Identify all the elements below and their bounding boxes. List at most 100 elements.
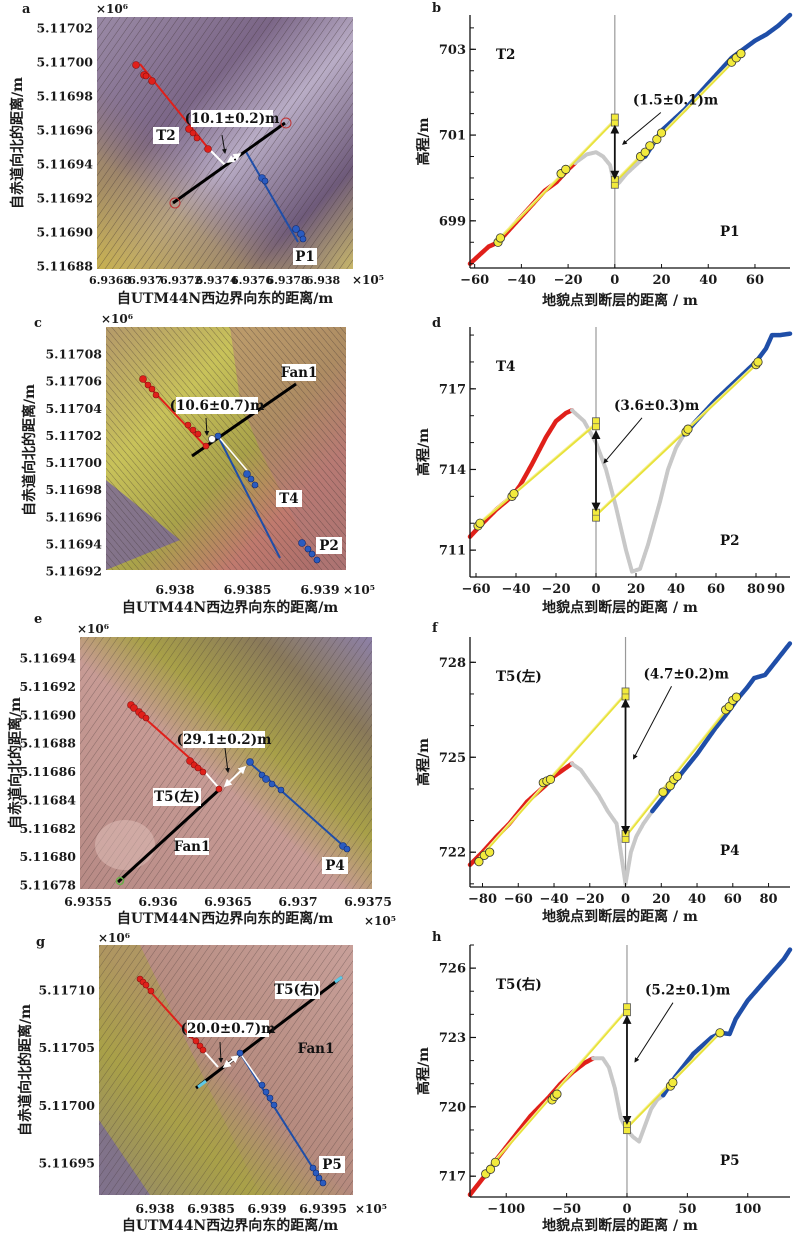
map-a-x-exponent: ×10⁵ [352, 273, 384, 287]
map-e-offset-annotation: (29.1±0.2)m [177, 732, 272, 748]
map-e-terrace-patch [95, 820, 155, 870]
x-tick-label: 0 [610, 273, 619, 288]
map-e-upstream-markers [127, 701, 207, 776]
x-tick-label: 40 [688, 892, 706, 907]
map-a-fan-end-marker [169, 197, 181, 209]
map-g-offset-arrow [222, 1055, 240, 1068]
y-tick-label: 711 [439, 544, 466, 559]
map-c-y-exponent: ×10⁶ [101, 312, 133, 326]
x-tick-label: 0 [622, 1202, 631, 1217]
y-tick-label: 717 [439, 382, 466, 397]
fit-line-upstream-edge [478, 692, 626, 858]
map-y-tick-label: 5.11696 [36, 123, 93, 138]
map-y-tick-label: 5.11682 [19, 821, 76, 836]
x-tick-label: −40 [507, 273, 536, 288]
map-y-tick-label: 5.11700 [45, 455, 102, 470]
map-g-x-exponent: ×10⁵ [355, 1202, 387, 1216]
map-a-upstream-markers [132, 61, 212, 153]
panel-label-c: c [34, 316, 42, 331]
sample-point [474, 857, 484, 867]
panel-label-h: h [432, 930, 442, 945]
sample-point [645, 141, 655, 151]
sample-point [485, 847, 495, 857]
x-tick-label: 100 [734, 1202, 761, 1217]
map-a-label-box-downstream [293, 248, 317, 265]
map-a-fan-start-marker [280, 117, 292, 129]
x-tick-label: −80 [468, 892, 497, 907]
sample-point [683, 424, 693, 434]
sample-point [545, 774, 556, 785]
x-tick-label: 40 [699, 273, 717, 288]
y-tick-label: 703 [439, 43, 466, 58]
fit-line-upstream [497, 119, 616, 241]
map-c-upstream-markers [139, 375, 210, 450]
fit-line-downstream [624, 696, 738, 838]
map-e-x-label: 自UTM44N西边界向东的距离/m [117, 910, 334, 927]
map-a-annotation-pointer [221, 134, 227, 154]
map-g-label-box-upstream [275, 981, 320, 999]
map-c-y-label: 自赤道向北的距离/m [21, 384, 38, 516]
x-tick-label: 0 [621, 892, 630, 907]
map-g-offset-box [187, 1020, 269, 1037]
y-axis-label: 高程/m [415, 738, 432, 786]
fit-line-upstream-edge [485, 1007, 628, 1171]
map-x-tick-label: 6.9374 [195, 274, 237, 287]
annotation-pointer [634, 1002, 674, 1063]
label-upstream: T5(左) [496, 668, 542, 685]
sample-point [753, 357, 763, 367]
map-e-label-box-p4 [322, 857, 348, 874]
panel-h-profile: h (5.2±0.1)m T5(右) P5 717 720 723 726 −100 −50 0 50… [415, 930, 793, 1234]
map-y-tick-label: 5.11688 [36, 259, 93, 274]
panel-label-d: d [432, 316, 441, 331]
sample-point [475, 518, 485, 528]
map-e-offset-arrow [223, 765, 247, 788]
map-a-offset-box [191, 110, 273, 127]
y-tick-label: 720 [439, 1100, 466, 1115]
map-a-y-ticks: 5.11702 5.11700 5.11698 5.11696 5.11694 5.116… [36, 21, 93, 274]
map-e-offset-marker [215, 785, 223, 793]
map-x-tick-label: 6.9395 [299, 1201, 347, 1216]
y-tick-label: 725 [439, 751, 466, 766]
x-tick-label: 90 [767, 582, 785, 597]
offset-annotation: (1.5±0.1)m [633, 92, 718, 108]
map-x-tick-label: 6.938 [155, 582, 194, 597]
map-c-label-box-p2 [316, 537, 342, 554]
sample-point [490, 1157, 500, 1167]
y-tick-label: 717 [439, 1170, 466, 1185]
map-g-label-box-p5 [319, 1156, 345, 1173]
series-scarp [569, 761, 655, 886]
map-g-annotation-pointer [218, 1041, 224, 1063]
x-tick-label: 40 [667, 582, 685, 597]
map-c-label-fan: Fan1 [281, 365, 318, 381]
map-c-label-box-t4 [276, 490, 302, 507]
map-g-downstream-markers [236, 1049, 327, 1187]
map-g-white-segment-2 [239, 1052, 263, 1086]
map-y-tick-label: 5.11704 [45, 401, 102, 416]
map-g-y-ticks: 5.11710 5.11705 5.11700 5.11695 [38, 983, 95, 1171]
x-tick-label: −20 [575, 892, 604, 907]
panel-d-profile: d (3.6±0.3)m T4 P2 711 714 717 −60 −40 −20 0 20 40 60… [415, 316, 793, 616]
fit-line-downstream-edge [614, 51, 742, 182]
x-tick-label: −20 [554, 273, 583, 288]
fit-line-downstream-edge [595, 362, 757, 515]
panel-e-map: e ×10⁶ (29.1±0.2)m T5(左) [7, 612, 396, 928]
panel-label-e: e [34, 612, 42, 627]
map-c-white-segment [217, 435, 251, 475]
map-e-label-upstream: T5(左) [154, 788, 200, 805]
map-x-tick-label: 6.938 [135, 1201, 174, 1216]
map-x-tick-label: 6.9365 [204, 894, 252, 909]
y-tick-label: 701 [439, 129, 466, 144]
sample-point [552, 1089, 562, 1099]
x-axis-label: 地貌点到断层的距离 / m [542, 599, 698, 616]
map-a-y-label: 自赤道向北的距离/m [9, 77, 26, 209]
annotation-pointer [633, 686, 672, 760]
map-a-label-box-upstream [153, 127, 179, 144]
map-x-tick-label: 6.9376 [231, 274, 273, 287]
map-c-offset-annotation: (10.6±0.7)m [170, 398, 265, 414]
map-c-label-p2: P2 [319, 538, 339, 554]
fit-line-downstream [613, 52, 742, 184]
sample-point [640, 147, 650, 157]
sample-point [656, 128, 667, 138]
map-c-contours [106, 327, 346, 570]
